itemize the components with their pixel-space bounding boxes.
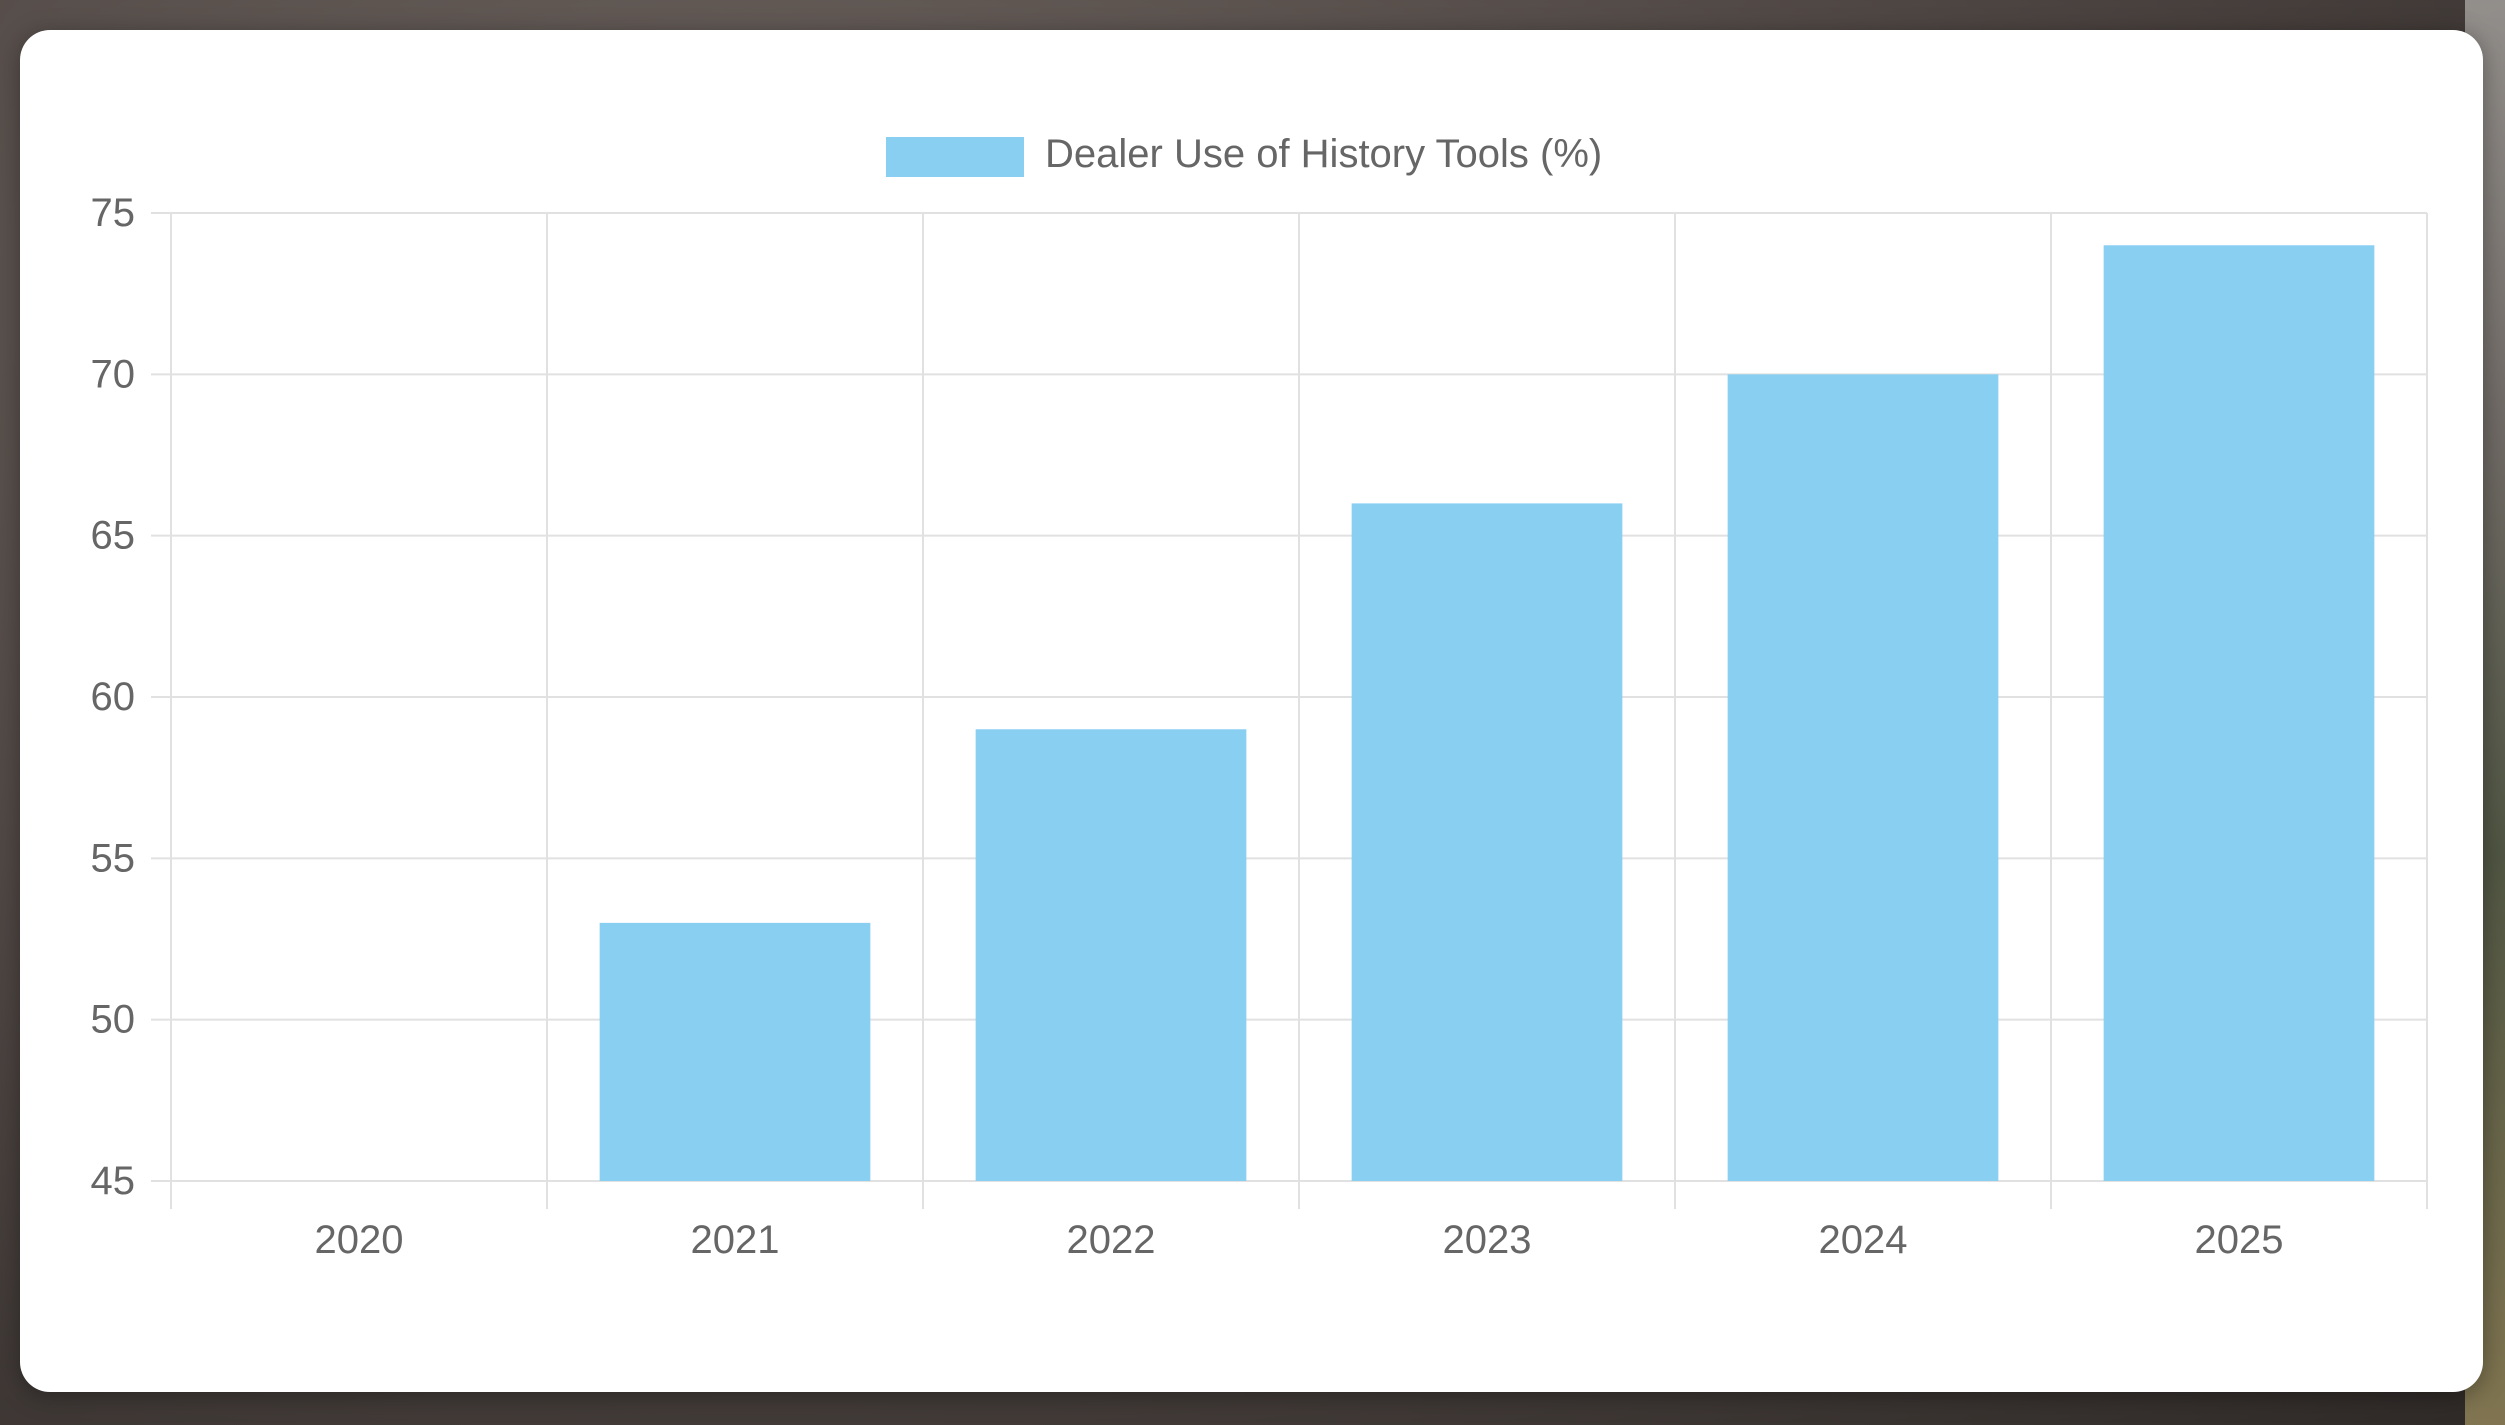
x-tick-label: 2023 — [1443, 1218, 1532, 1262]
x-tick-label: 2025 — [2195, 1218, 2284, 1262]
legend-swatch — [886, 137, 1024, 177]
y-tick-label: 70 — [91, 352, 136, 396]
y-tick-label: 50 — [91, 998, 136, 1042]
bars — [599, 245, 2375, 1181]
y-tick-label: 65 — [91, 514, 136, 558]
grid-lines — [151, 212, 2428, 1209]
x-tick-label: 2020 — [315, 1218, 404, 1262]
y-tick-label: 60 — [91, 675, 136, 719]
x-axis: 2020 2021 2022 2023 2024 2025 — [315, 1218, 2284, 1262]
bar[interactable] — [1727, 374, 1999, 1181]
chart-legend[interactable]: Dealer Use of History Tools (%) — [886, 132, 1602, 177]
legend-label: Dealer Use of History Tools (%) — [1045, 132, 1602, 176]
y-tick-label: 75 — [91, 191, 136, 235]
y-tick-label: 55 — [91, 836, 136, 880]
bar[interactable] — [1351, 503, 1623, 1181]
x-tick-label: 2022 — [1067, 1218, 1156, 1262]
chart-card: Dealer Use of History Tools (%) 45 50 55 60… — [20, 30, 2483, 1392]
bar[interactable] — [975, 729, 1247, 1181]
bar[interactable] — [2103, 245, 2375, 1181]
x-tick-label: 2021 — [691, 1218, 780, 1262]
x-tick-label: 2024 — [1819, 1218, 1908, 1262]
bar-chart: Dealer Use of History Tools (%) 45 50 55 60… — [91, 132, 2428, 1262]
y-tick-label: 45 — [91, 1159, 136, 1203]
y-axis: 45 50 55 60 65 70 75 — [91, 191, 136, 1203]
bar[interactable] — [599, 922, 871, 1181]
